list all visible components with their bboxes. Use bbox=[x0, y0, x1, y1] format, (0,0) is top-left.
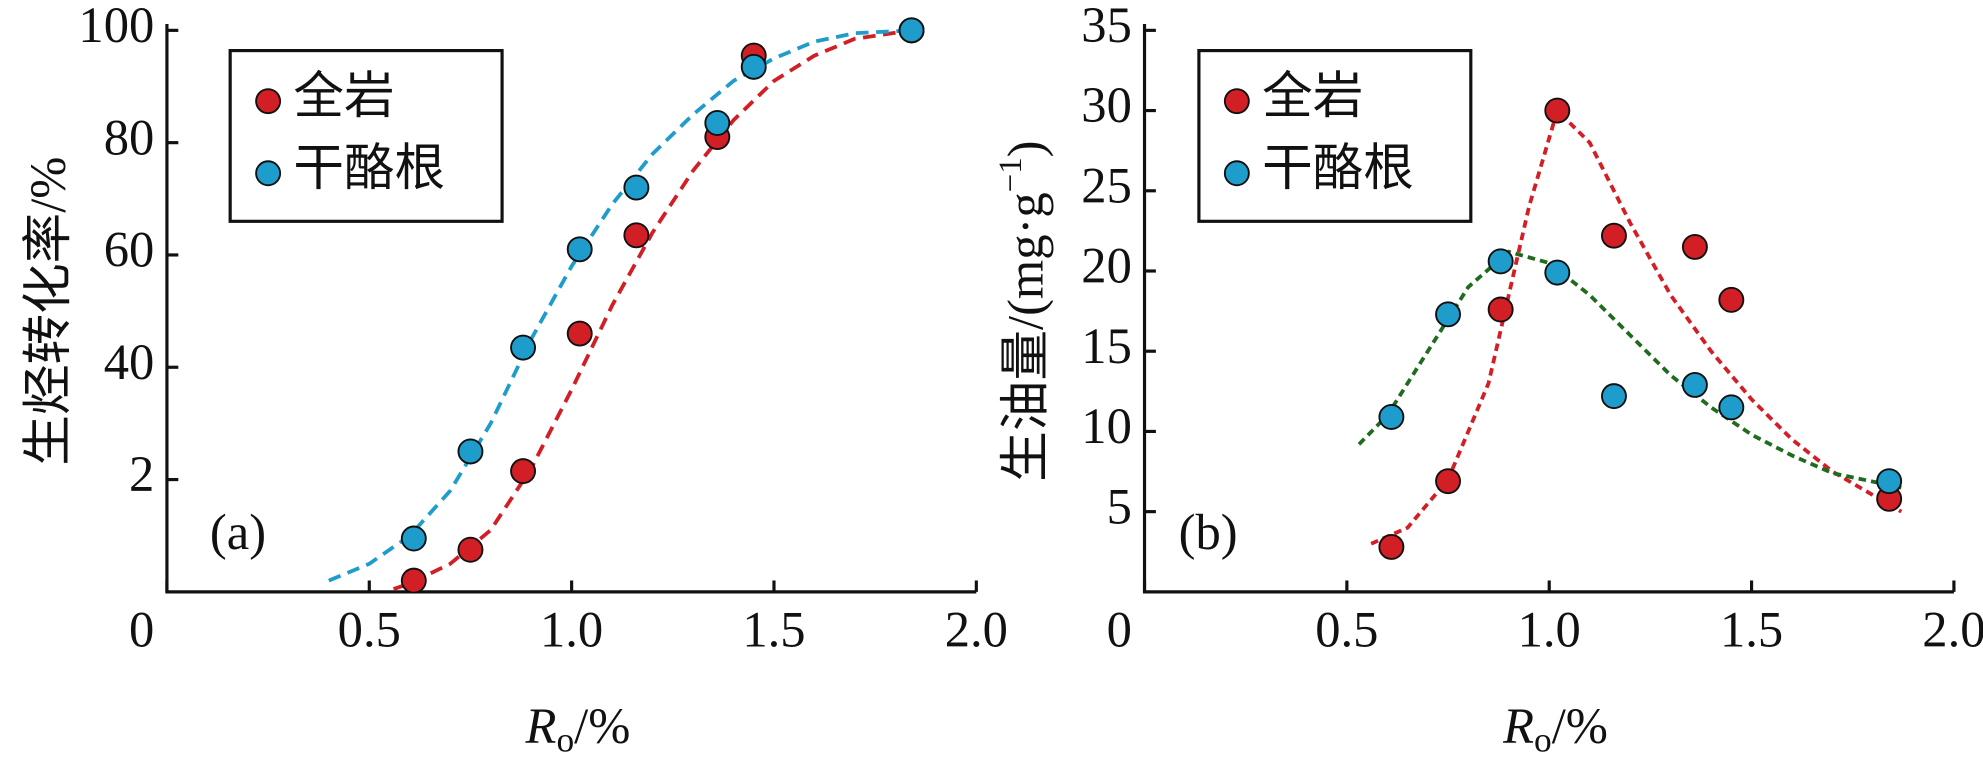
y-tick-label: 20 bbox=[1081, 238, 1132, 294]
y-tick-label: 40 bbox=[104, 334, 155, 390]
data-point bbox=[1718, 286, 1745, 313]
data-point bbox=[400, 525, 427, 552]
x-tick-label: 0.5 bbox=[1315, 601, 1378, 657]
x-tick-label: 0 bbox=[1107, 601, 1132, 657]
legend-box bbox=[228, 49, 504, 223]
legend-marker bbox=[255, 88, 282, 115]
data-point bbox=[740, 53, 767, 80]
x-tick-label: 2.0 bbox=[1922, 601, 1983, 657]
x-tick-label: 1.5 bbox=[742, 601, 805, 657]
x-tick-label: 0.5 bbox=[338, 601, 401, 657]
data-point bbox=[457, 438, 484, 465]
data-point bbox=[623, 222, 650, 249]
data-point bbox=[1718, 394, 1745, 421]
data-point bbox=[704, 110, 731, 136]
fit-line bbox=[392, 28, 912, 591]
x-tick-label: 1.0 bbox=[1518, 601, 1581, 657]
data-point bbox=[1435, 301, 1462, 328]
data-point bbox=[510, 458, 537, 485]
data-point bbox=[898, 17, 925, 44]
data-point bbox=[1487, 248, 1514, 275]
data-point bbox=[1435, 468, 1462, 495]
y-label: 生油量/(mg·g−1) bbox=[993, 140, 1054, 481]
x-label: Ro/% bbox=[525, 698, 631, 760]
legend-label: 全岩 bbox=[1262, 68, 1363, 124]
data-point bbox=[1601, 383, 1627, 410]
y-label-main: 生油量/(mg·g bbox=[997, 192, 1053, 481]
y-tick-label: 25 bbox=[1081, 157, 1132, 213]
data-point bbox=[1378, 404, 1405, 430]
data-point bbox=[566, 320, 593, 347]
legend-label: 干酪根 bbox=[1262, 140, 1414, 196]
x-label-italic: R bbox=[1502, 698, 1534, 754]
y-tick-label: 100 bbox=[78, 0, 154, 53]
x-tick-label: 2.0 bbox=[945, 601, 1008, 657]
y-label-sup: −1 bbox=[993, 157, 1029, 192]
legend-label: 全岩 bbox=[293, 68, 394, 124]
data-point bbox=[510, 334, 537, 361]
x-tick-label: 0 bbox=[129, 601, 154, 657]
y-tick-label: 35 bbox=[1081, 0, 1132, 53]
y-label-end: ) bbox=[997, 140, 1053, 157]
legend-box bbox=[1197, 49, 1473, 223]
legend-label: 干酪根 bbox=[293, 140, 445, 196]
x-label-italic: R bbox=[525, 698, 557, 754]
fit-line bbox=[1357, 249, 1902, 490]
y-tick-label: 10 bbox=[1081, 398, 1132, 454]
x-label-rest: /% bbox=[1552, 698, 1608, 754]
y-tick-label: 30 bbox=[1081, 77, 1132, 133]
y-tick-label: 80 bbox=[104, 109, 155, 165]
data-point bbox=[1681, 371, 1708, 398]
y-tick-label: 60 bbox=[104, 222, 155, 278]
data-point bbox=[1544, 259, 1571, 286]
data-point bbox=[400, 567, 427, 594]
data-point bbox=[623, 174, 650, 201]
x-label: Ro/% bbox=[1502, 698, 1608, 760]
y-label: 生烃转化率/% bbox=[20, 157, 76, 466]
data-point bbox=[1876, 468, 1903, 495]
x-label-sub: o bbox=[556, 720, 574, 760]
y-tick-label: 5 bbox=[1107, 478, 1132, 534]
x-label-sub: o bbox=[1534, 720, 1552, 760]
data-point bbox=[566, 236, 593, 263]
y-tick-label: 15 bbox=[1081, 318, 1132, 374]
x-tick-label: 1.0 bbox=[540, 601, 603, 657]
data-point bbox=[1544, 97, 1571, 124]
y-label-main: 生烃转化率/% bbox=[20, 157, 76, 466]
data-point bbox=[1601, 222, 1627, 249]
data-point bbox=[457, 536, 484, 563]
x-tick-label: 1.5 bbox=[1720, 601, 1783, 657]
panel-label: (a) bbox=[210, 504, 266, 560]
panel-label: (b) bbox=[1179, 504, 1238, 560]
fit-line bbox=[328, 28, 912, 583]
x-label-rest: /% bbox=[574, 698, 630, 754]
data-point bbox=[1378, 533, 1405, 560]
y-tick-label: 2 bbox=[129, 446, 154, 502]
legend-marker bbox=[1223, 88, 1250, 115]
legend-marker bbox=[1223, 160, 1250, 187]
fit-line bbox=[1370, 106, 1903, 546]
data-point bbox=[1487, 296, 1514, 323]
legend-marker bbox=[255, 160, 282, 187]
data-point bbox=[1681, 233, 1708, 260]
